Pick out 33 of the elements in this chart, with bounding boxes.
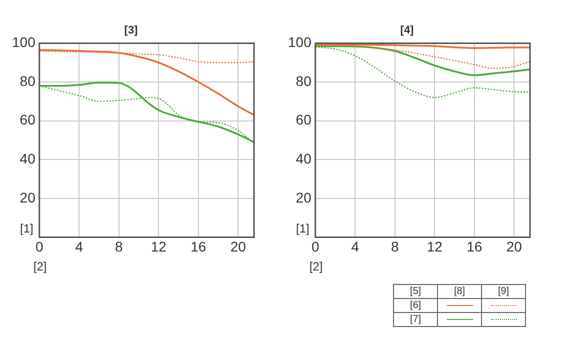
x-tick-label: 16 [466, 238, 482, 254]
x-tick-label: 0 [35, 238, 44, 254]
x-tick-label: 16 [190, 238, 206, 254]
x-tick-label: 4 [351, 238, 360, 254]
x-axis-title: [2] [33, 260, 47, 274]
text: [8] [438, 284, 482, 298]
text: [7] [394, 312, 438, 326]
x-tick-label: 20 [506, 238, 522, 254]
y-axis-title: [1] [296, 222, 310, 236]
text: [6] [394, 298, 438, 312]
y-axis-title: [1] [20, 222, 34, 236]
y-tick-label: 20 [296, 189, 312, 206]
x-tick-label: 8 [114, 238, 123, 254]
text: [5] [394, 284, 438, 298]
y-tick-label: 40 [20, 150, 36, 166]
x-tick-label: 12 [426, 238, 443, 254]
y-tick-label: 100 [288, 34, 312, 50]
y-tick-label: 80 [296, 72, 312, 89]
y-tick-label: 20 [20, 189, 36, 206]
y-tick-label: 80 [20, 72, 36, 89]
x-axis-title: [2] [309, 260, 323, 274]
y-tick-label: 100 [12, 34, 36, 50]
y-tick-label: 60 [20, 112, 36, 128]
chart-title: [4] [400, 24, 414, 37]
x-tick-label: 8 [390, 238, 399, 254]
x-tick-label: 12 [150, 238, 167, 254]
x-tick-label: 4 [75, 238, 84, 254]
text: [9] [482, 284, 526, 298]
chart-title: [3] [124, 24, 138, 37]
x-tick-label: 0 [311, 238, 320, 254]
y-tick-label: 60 [296, 112, 312, 128]
x-tick-label: 20 [230, 238, 246, 254]
y-tick-label: 40 [296, 150, 312, 166]
